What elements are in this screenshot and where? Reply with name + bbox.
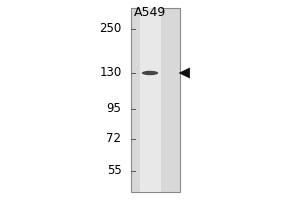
Bar [140,8,160,192]
Text: 130: 130 [99,66,122,79]
Text: 250: 250 [99,22,122,36]
Text: 55: 55 [107,164,122,178]
Text: 72: 72 [106,132,122,146]
Bar [130,8,180,192]
Polygon shape [178,68,190,78]
Text: A549: A549 [134,6,166,19]
Ellipse shape [142,71,158,75]
Text: 95: 95 [106,102,122,116]
